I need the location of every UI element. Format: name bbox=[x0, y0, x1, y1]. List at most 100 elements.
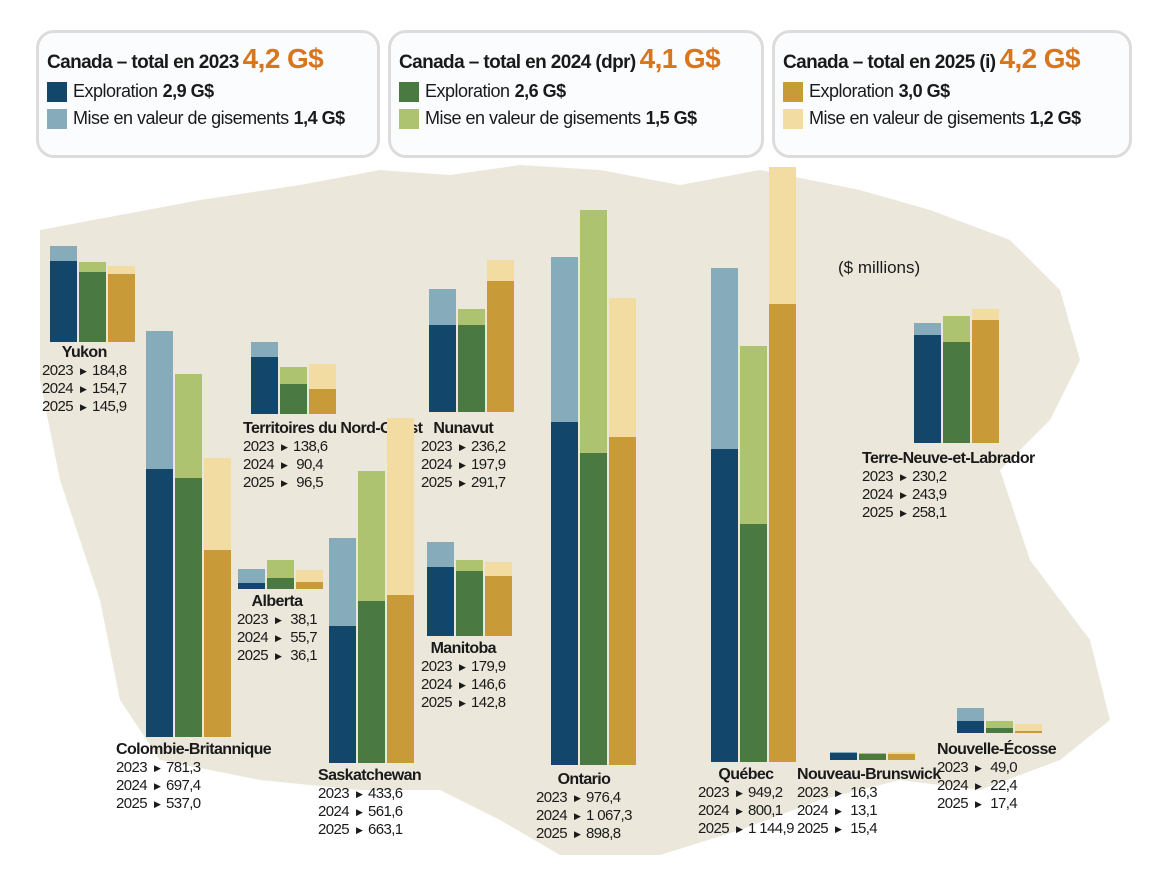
data-label: 138,6 bbox=[293, 438, 328, 455]
bar-development-Terre-Neuve-et-Labrador-2025 bbox=[972, 308, 999, 320]
triangle-right-icon: ▶ bbox=[975, 781, 982, 791]
year-label: 2023 bbox=[116, 759, 148, 776]
legend-2025: Canada – total en 2025 (i) 4,2 G$ Explora… bbox=[772, 30, 1132, 158]
value-row: 2025 ▶ 663,1 bbox=[318, 821, 421, 839]
triangle-right-icon: ▶ bbox=[900, 472, 907, 482]
bar-development-Saskatchewan-2025 bbox=[387, 418, 414, 596]
value-row: 2024 ▶ 243,9 bbox=[862, 486, 1035, 504]
triangle-right-icon: ▶ bbox=[275, 633, 282, 643]
region-label: Québec 2023 ▶ 949,2 2024 ▶ 800,1 2025 ▶ 1 144,9 bbox=[698, 766, 794, 838]
region-label: Alberta 2023 ▶ 38,1 2024 ▶ 55,7 2025 ▶ 36,1 bbox=[237, 593, 318, 665]
bar-exploration-Ontario-2024 bbox=[580, 453, 607, 765]
bar-development-Québec-2023 bbox=[711, 268, 738, 449]
bar-development-Nouveau-Brunswick-2023 bbox=[830, 751, 857, 754]
bar-development-Saskatchewan-2024 bbox=[358, 470, 385, 602]
triangle-right-icon: ▶ bbox=[835, 824, 842, 834]
year-label: 2024 bbox=[698, 802, 730, 819]
region-label: Saskatchewan 2023 ▶ 433,6 2024 ▶ 561,6 2025 ▶ 663… bbox=[318, 767, 422, 839]
bar-development-Territoires du Nord-Ouest-2024 bbox=[280, 366, 307, 384]
triangle-right-icon: ▶ bbox=[574, 793, 581, 803]
year-label: 2025 bbox=[237, 647, 269, 664]
value-row: 2024 ▶ 90,4 bbox=[243, 456, 422, 474]
year-label: 2023 bbox=[698, 784, 730, 801]
data-label: 145,9 bbox=[92, 398, 127, 415]
value-row: 2023 ▶ 949,2 bbox=[698, 784, 794, 802]
bar-development-Terre-Neuve-et-Labrador-2023 bbox=[914, 323, 941, 335]
value-row: 2024 ▶ 55,7 bbox=[237, 629, 318, 647]
triangle-right-icon: ▶ bbox=[736, 824, 743, 834]
triangle-right-icon: ▶ bbox=[835, 788, 842, 798]
data-label: 36,1 bbox=[290, 647, 317, 664]
data-label: 898,8 bbox=[586, 825, 621, 842]
bar-development-Yukon-2025 bbox=[108, 266, 135, 274]
legend-label: Mise en valeur de gisements bbox=[73, 108, 289, 128]
bar-development-Ontario-2025 bbox=[609, 297, 636, 437]
data-label: 537,0 bbox=[166, 795, 201, 812]
data-label: 197,9 bbox=[471, 456, 506, 473]
bar-exploration-Nouveau-Brunswick-2024 bbox=[859, 754, 886, 760]
triangle-right-icon: ▶ bbox=[281, 478, 288, 488]
data-label: 1 144,9 bbox=[748, 820, 794, 837]
bar-development-Terre-Neuve-et-Labrador-2024 bbox=[943, 316, 970, 343]
year-label: 2023 bbox=[421, 438, 453, 455]
data-label: 179,9 bbox=[471, 658, 506, 675]
region-name: Territoires du Nord-Ouest bbox=[243, 420, 423, 437]
region-label: Ontario 2023 ▶ 976,4 2024 ▶ 1 067,3 2025 ▶ 898,8 bbox=[536, 771, 632, 843]
bar-development-Ontario-2023 bbox=[551, 257, 578, 422]
legend-development: Mise en valeur de gisements 1,2 G$ bbox=[783, 108, 1121, 129]
value-row: 2025 ▶ 142,8 bbox=[421, 694, 506, 712]
region-name: Saskatchewan bbox=[318, 767, 422, 784]
year-label: 2023 bbox=[862, 468, 894, 485]
data-label: 142,8 bbox=[471, 694, 506, 711]
region-name: Nunavut bbox=[433, 420, 494, 437]
triangle-right-icon: ▶ bbox=[459, 478, 466, 488]
triangle-right-icon: ▶ bbox=[459, 442, 466, 452]
legend-value: 2,6 G$ bbox=[514, 81, 567, 101]
region-name: Manitoba bbox=[430, 640, 497, 657]
legend-title-text: Canada – total en 2023 bbox=[47, 52, 239, 73]
legend-value: 2,9 G$ bbox=[162, 81, 215, 101]
bar-development-Territoires du Nord-Ouest-2023 bbox=[251, 341, 278, 357]
value-row: 2025 ▶ 36,1 bbox=[237, 647, 318, 665]
value-row: 2024 ▶ 22,4 bbox=[937, 777, 1056, 795]
data-label: 38,1 bbox=[290, 611, 317, 628]
triangle-right-icon: ▶ bbox=[975, 763, 982, 773]
region-name: Colombie-Britannique bbox=[116, 741, 272, 758]
value-row: 2023 ▶ 433,6 bbox=[318, 785, 421, 803]
value-row: 2023 ▶ 781,3 bbox=[116, 759, 271, 777]
value-row: 2024 ▶ 561,6 bbox=[318, 803, 421, 821]
triangle-right-icon: ▶ bbox=[154, 799, 161, 809]
value-row: 2025 ▶ 1 144,9 bbox=[698, 820, 794, 838]
bar-exploration-Alberta-2025 bbox=[296, 582, 323, 589]
bar-exploration-Yukon-2024 bbox=[79, 271, 106, 342]
data-label: 291,7 bbox=[471, 474, 506, 491]
data-label: 146,6 bbox=[471, 676, 506, 693]
bar-exploration-Territoires du Nord-Ouest-2025 bbox=[309, 389, 336, 414]
legend-development: Mise en valeur de gisements 1,4 G$ bbox=[47, 108, 369, 129]
data-label: 976,4 bbox=[586, 789, 621, 806]
bar-development-Manitoba-2025 bbox=[485, 561, 512, 577]
value-row: 2024 ▶ 800,1 bbox=[698, 802, 794, 820]
triangle-right-icon: ▶ bbox=[736, 806, 743, 816]
triangle-right-icon: ▶ bbox=[275, 651, 282, 661]
data-label: 800,1 bbox=[748, 802, 783, 819]
value-row: 2025 ▶ 537,0 bbox=[116, 795, 271, 813]
data-label: 15,4 bbox=[850, 820, 877, 837]
legend-development: Mise en valeur de gisements 1,5 G$ bbox=[399, 108, 753, 129]
year-label: 2024 bbox=[243, 456, 275, 473]
bar-development-Nouvelle-Écosse-2024 bbox=[986, 721, 1013, 728]
region-name: Québec bbox=[718, 766, 774, 783]
development-swatch bbox=[783, 108, 803, 129]
legend-total: 4,2 G$ bbox=[999, 43, 1080, 74]
triangle-right-icon: ▶ bbox=[736, 788, 743, 798]
value-row: 2024 ▶ 697,4 bbox=[116, 777, 271, 795]
value-row: 2023 ▶ 16,3 bbox=[797, 784, 941, 802]
bar-exploration-Colombie-Britannique-2024 bbox=[175, 478, 202, 737]
value-row: 2023 ▶ 230,2 bbox=[862, 468, 1035, 486]
value-row: 2023 ▶ 179,9 bbox=[421, 658, 506, 676]
value-row: 2025 ▶ 291,7 bbox=[421, 474, 506, 492]
value-row: 2025 ▶ 258,1 bbox=[862, 504, 1035, 522]
value-row: 2023 ▶ 184,8 bbox=[42, 362, 127, 380]
region-name: Ontario bbox=[557, 771, 611, 788]
value-row: 2025 ▶ 145,9 bbox=[42, 398, 127, 416]
